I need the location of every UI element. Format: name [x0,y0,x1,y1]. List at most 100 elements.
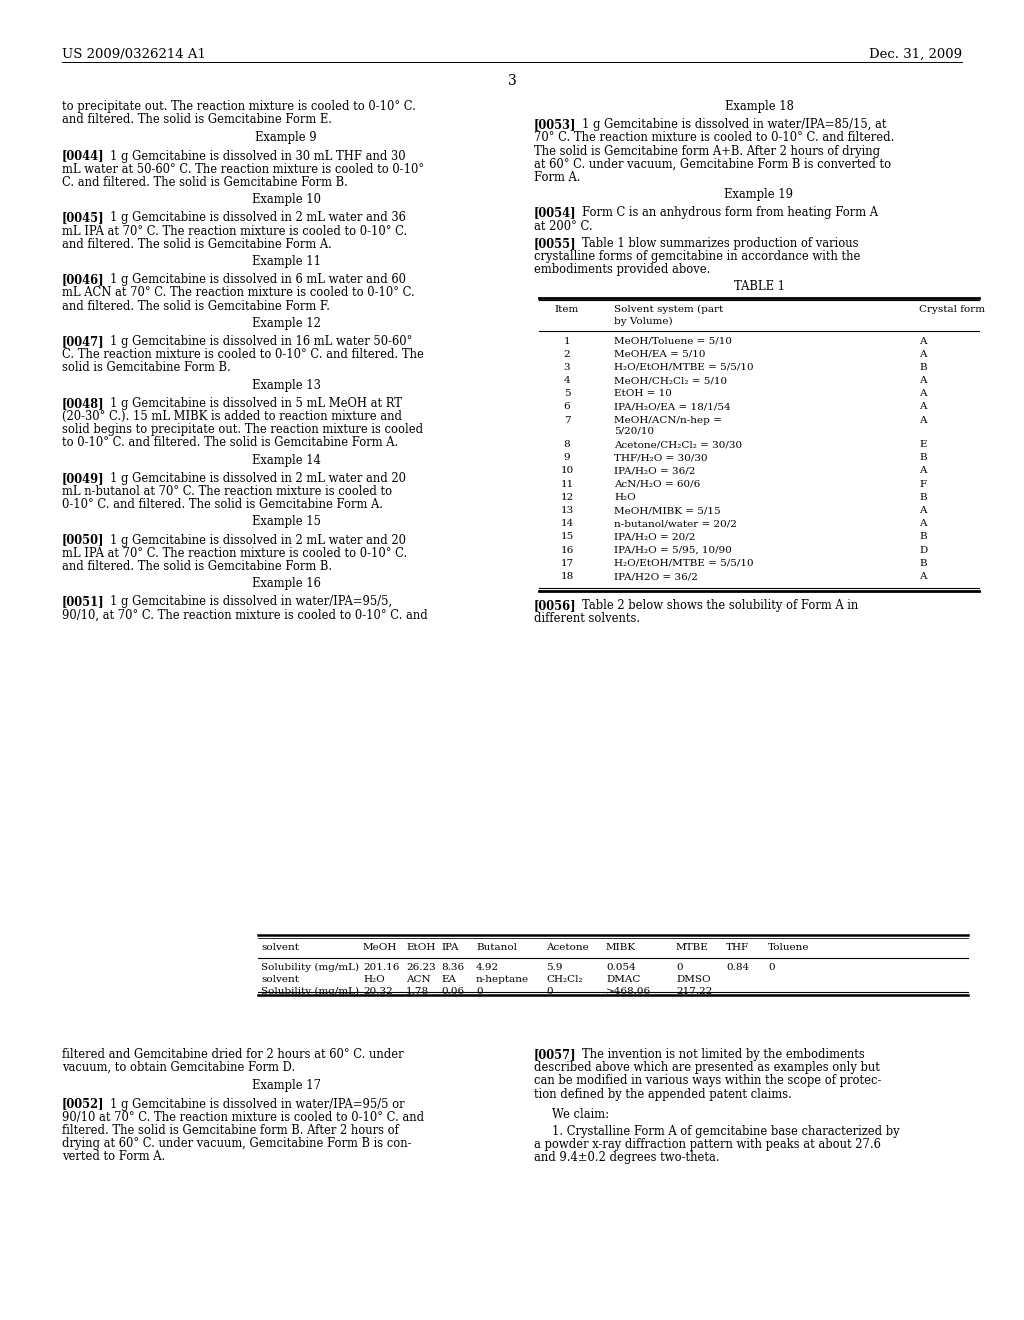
Text: Solvent system (part: Solvent system (part [614,305,723,314]
Text: Acetone: Acetone [546,944,589,953]
Text: The invention is not limited by the embodiments: The invention is not limited by the embo… [582,1048,864,1061]
Text: 1: 1 [563,337,570,346]
Text: 1 g Gemcitabine is dissolved in 30 mL THF and 30: 1 g Gemcitabine is dissolved in 30 mL TH… [110,149,406,162]
Text: 90/10 at 70° C. The reaction mixture is cooled to 0-10° C. and: 90/10 at 70° C. The reaction mixture is … [62,1111,424,1123]
Text: 11: 11 [560,479,573,488]
Text: 26.23: 26.23 [406,962,436,972]
Text: EA: EA [441,975,456,983]
Text: solid begins to precipitate out. The reaction mixture is cooled: solid begins to precipitate out. The rea… [62,424,423,436]
Text: described above which are presented as examples only but: described above which are presented as e… [534,1061,880,1074]
Text: 12: 12 [560,492,573,502]
Text: H₂O/EtOH/MTBE = 5/5/10: H₂O/EtOH/MTBE = 5/5/10 [614,558,754,568]
Text: 2: 2 [563,350,570,359]
Text: Crystal form: Crystal form [919,305,985,314]
Text: 0: 0 [546,987,553,997]
Text: [0044]: [0044] [62,149,104,162]
Text: different solvents.: different solvents. [534,612,640,624]
Text: 14: 14 [560,519,573,528]
Text: 1 g Gemcitabine is dissolved in water/IPA=95/5,: 1 g Gemcitabine is dissolved in water/IP… [110,595,392,609]
Text: 1.78: 1.78 [406,987,429,997]
Text: and filtered. The solid is Gemcitabine Form B.: and filtered. The solid is Gemcitabine F… [62,560,332,573]
Text: 201.16: 201.16 [362,962,399,972]
Text: can be modified in various ways within the scope of protec-: can be modified in various ways within t… [534,1074,882,1088]
Text: Item: Item [555,305,580,314]
Text: Form A.: Form A. [534,172,581,183]
Text: 10: 10 [560,466,573,475]
Text: 90/10, at 70° C. The reaction mixture is cooled to 0-10° C. and: 90/10, at 70° C. The reaction mixture is… [62,609,428,622]
Text: Solubility (mg/mL): Solubility (mg/mL) [261,962,359,972]
Text: MeOH/CH₂Cl₂ = 5/10: MeOH/CH₂Cl₂ = 5/10 [614,376,727,385]
Text: A: A [919,376,927,385]
Text: tion defined by the appended patent claims.: tion defined by the appended patent clai… [534,1088,792,1101]
Text: EtOH = 10: EtOH = 10 [614,389,672,399]
Text: crystalline forms of gemcitabine in accordance with the: crystalline forms of gemcitabine in acco… [534,249,860,263]
Text: at 200° C.: at 200° C. [534,219,593,232]
Text: B: B [919,363,927,372]
Text: Example 18: Example 18 [725,100,794,114]
Text: filtered and Gemcitabine dried for 2 hours at 60° C. under: filtered and Gemcitabine dried for 2 hou… [62,1048,403,1061]
Text: MeOH: MeOH [362,944,397,953]
Text: verted to Form A.: verted to Form A. [62,1151,165,1163]
Text: [0051]: [0051] [62,595,104,609]
Text: Example 13: Example 13 [252,379,321,392]
Text: DMSO: DMSO [676,975,711,983]
Text: 70° C. The reaction mixture is cooled to 0-10° C. and filtered.: 70° C. The reaction mixture is cooled to… [534,132,894,144]
Text: 18: 18 [560,572,573,581]
Text: 1 g Gemcitabine is dissolved in 2 mL water and 36: 1 g Gemcitabine is dissolved in 2 mL wat… [110,211,406,224]
Text: and filtered. The solid is Gemcitabine Form A.: and filtered. The solid is Gemcitabine F… [62,238,332,251]
Text: 5: 5 [563,389,570,399]
Text: vacuum, to obtain Gemcitabine Form D.: vacuum, to obtain Gemcitabine Form D. [62,1061,295,1074]
Text: mL water at 50-60° C. The reaction mixture is cooled to 0-10°: mL water at 50-60° C. The reaction mixtu… [62,162,424,176]
Text: Example 15: Example 15 [252,515,321,528]
Text: to 0-10° C. and filtered. The solid is Gemcitabine Form A.: to 0-10° C. and filtered. The solid is G… [62,437,398,449]
Text: 1 g Gemcitabine is dissolved in water/IPA=85/15, at: 1 g Gemcitabine is dissolved in water/IP… [582,119,887,131]
Text: The solid is Gemcitabine form A+B. After 2 hours of drying: The solid is Gemcitabine form A+B. After… [534,145,880,157]
Text: a powder x-ray diffraction pattern with peaks at about 27.6: a powder x-ray diffraction pattern with … [534,1138,881,1151]
Text: 1 g Gemcitabine is dissolved in 5 mL MeOH at RT: 1 g Gemcitabine is dissolved in 5 mL MeO… [110,397,402,409]
Text: A: A [919,416,927,425]
Text: 6: 6 [563,403,570,412]
Text: mL IPA at 70° C. The reaction mixture is cooled to 0-10° C.: mL IPA at 70° C. The reaction mixture is… [62,224,408,238]
Text: Dec. 31, 2009: Dec. 31, 2009 [869,48,962,61]
Text: D: D [919,545,928,554]
Text: 1 g Gemcitabine is dissolved in 2 mL water and 20: 1 g Gemcitabine is dissolved in 2 mL wat… [110,471,406,484]
Text: IPA/H₂O/EA = 18/1/54: IPA/H₂O/EA = 18/1/54 [614,403,731,412]
Text: MeOH/EA = 5/10: MeOH/EA = 5/10 [614,350,706,359]
Text: 0: 0 [768,962,774,972]
Text: AcN/H₂O = 60/6: AcN/H₂O = 60/6 [614,479,700,488]
Text: F: F [919,479,926,488]
Text: DMAC: DMAC [606,975,640,983]
Text: IPA/H2O = 36/2: IPA/H2O = 36/2 [614,572,698,581]
Text: 5/20/10: 5/20/10 [614,426,654,436]
Text: MIBK: MIBK [606,944,636,953]
Text: filtered. The solid is Gemcitabine form B. After 2 hours of: filtered. The solid is Gemcitabine form … [62,1125,399,1137]
Text: A: A [919,350,927,359]
Text: Table 2 below shows the solubility of Form A in: Table 2 below shows the solubility of Fo… [582,599,858,611]
Text: 7: 7 [563,416,570,425]
Text: 0: 0 [676,962,683,972]
Text: 1. Crystalline Form A of gemcitabine base characterized by: 1. Crystalline Form A of gemcitabine bas… [552,1125,900,1138]
Text: 5.9: 5.9 [546,962,562,972]
Text: IPA/H₂O = 5/95, 10/90: IPA/H₂O = 5/95, 10/90 [614,545,732,554]
Text: EtOH: EtOH [406,944,435,953]
Text: (20-30° C.). 15 mL MIBK is added to reaction mixture and: (20-30° C.). 15 mL MIBK is added to reac… [62,411,402,422]
Text: mL n-butanol at 70° C. The reaction mixture is cooled to: mL n-butanol at 70° C. The reaction mixt… [62,484,392,498]
Text: A: A [919,337,927,346]
Text: solvent: solvent [261,975,299,983]
Text: H₂O: H₂O [362,975,385,983]
Text: at 60° C. under vacuum, Gemcitabine Form B is converted to: at 60° C. under vacuum, Gemcitabine Form… [534,158,891,170]
Text: C. The reaction mixture is cooled to 0-10° C. and filtered. The: C. The reaction mixture is cooled to 0-1… [62,348,424,362]
Text: [0057]: [0057] [534,1048,577,1061]
Text: 4.92: 4.92 [476,962,499,972]
Text: Toluene: Toluene [768,944,810,953]
Text: MTBE: MTBE [676,944,709,953]
Text: [0053]: [0053] [534,119,577,131]
Text: Acetone/CH₂Cl₂ = 30/30: Acetone/CH₂Cl₂ = 30/30 [614,440,742,449]
Text: 1 g Gemcitabine is dissolved in 16 mL water 50-60°: 1 g Gemcitabine is dissolved in 16 mL wa… [110,335,413,348]
Text: 9: 9 [563,453,570,462]
Text: Butanol: Butanol [476,944,517,953]
Text: 3: 3 [508,74,516,88]
Text: 17: 17 [560,558,573,568]
Text: A: A [919,572,927,581]
Text: Example 12: Example 12 [252,317,321,330]
